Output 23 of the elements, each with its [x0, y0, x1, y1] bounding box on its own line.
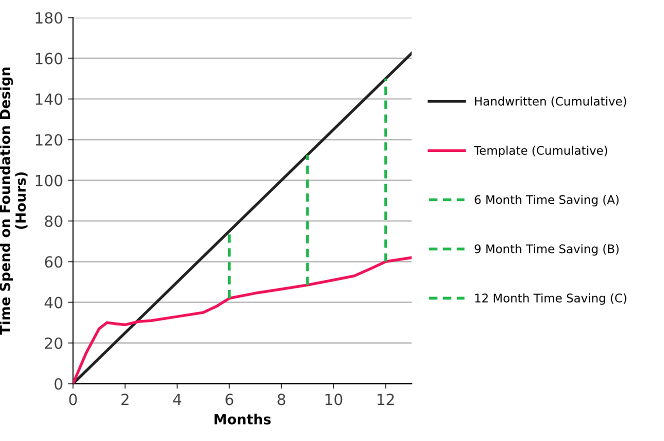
legend-label: Template (Cumulative)	[474, 146, 608, 158]
y-tick-label: 80	[44, 215, 62, 228]
legend-label: 9 Month Time Saving (B)	[474, 244, 619, 256]
x-tick-label: 8	[278, 394, 286, 406]
y-tick-label: 120	[36, 134, 62, 146]
x-tick-label: 0	[69, 394, 77, 406]
x-axis-title: Months	[214, 414, 271, 424]
y-tick-label: 0	[54, 378, 62, 390]
legend-label: Handwritten (Cumulative)	[475, 96, 626, 108]
legend-label: 6 Month Time Saving (A)	[474, 194, 619, 206]
y-tick-label: 100	[36, 174, 62, 186]
x-tick-label: 12	[378, 394, 394, 405]
y-tick-label: 140	[36, 93, 62, 105]
y-tick-label: 160	[36, 52, 62, 64]
y-tick-label: 180	[36, 12, 62, 24]
x-tick-label: 2	[121, 394, 128, 405]
x-tick-label: 10	[325, 394, 342, 406]
x-tick-label: 6	[226, 394, 234, 406]
y-tick-label: 60	[44, 256, 62, 268]
legend-label: 12 Month Time Saving (C)	[475, 293, 626, 305]
y-tick-label: 40	[44, 296, 62, 308]
y-tick-label: 20	[44, 337, 62, 350]
x-tick-label: 4	[173, 394, 182, 405]
